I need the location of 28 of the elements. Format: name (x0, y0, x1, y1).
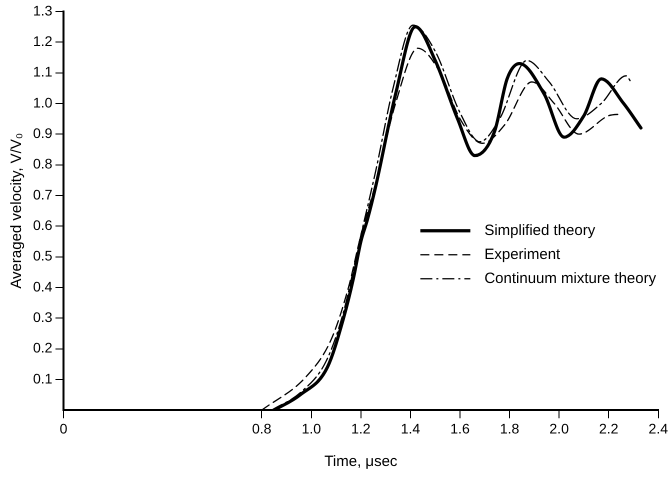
x-tick-label: 1.8 (500, 420, 520, 436)
x-tick-label: 0.8 (252, 420, 272, 436)
x-tick-label: 0 (60, 420, 68, 436)
legend-label: Simplified theory (484, 222, 596, 239)
x-tick-label: 2.0 (549, 420, 570, 436)
y-tick-label: 1.0 (32, 94, 53, 110)
x-tick-label: 1.0 (302, 420, 322, 436)
y-tick-label: 0.2 (32, 340, 53, 356)
legend-label: Experiment (484, 246, 562, 263)
y-tick-label: 1.2 (32, 32, 53, 49)
y-tick-label: 1.3 (32, 2, 53, 18)
y-tick-label: 0.5 (32, 248, 53, 264)
y-tick-label: 1.1 (32, 64, 53, 80)
y-tick-label: 0.1 (32, 370, 53, 386)
y-tick-label: 0.9 (32, 124, 53, 141)
x-tick-label: 1.6 (450, 420, 470, 436)
y-tick-label: 0.8 (32, 156, 53, 172)
y-tick-label: 0.6 (32, 217, 53, 233)
y-tick-label: 0.4 (32, 278, 53, 294)
legend-label: Continuum mixture theory (484, 270, 657, 287)
x-tick-label: 2.4 (648, 420, 668, 436)
x-tick-label: 1.4 (400, 420, 420, 436)
y-axis-title: Averaged velocity, V/V₀ (8, 132, 26, 289)
y-tick-label: 0.3 (32, 309, 53, 326)
x-tick-label: 2.2 (598, 420, 619, 436)
x-tick-label: 1.2 (351, 420, 371, 436)
x-axis-title: Time, μsec (324, 453, 398, 470)
y-tick-label: 0.7 (32, 186, 53, 202)
